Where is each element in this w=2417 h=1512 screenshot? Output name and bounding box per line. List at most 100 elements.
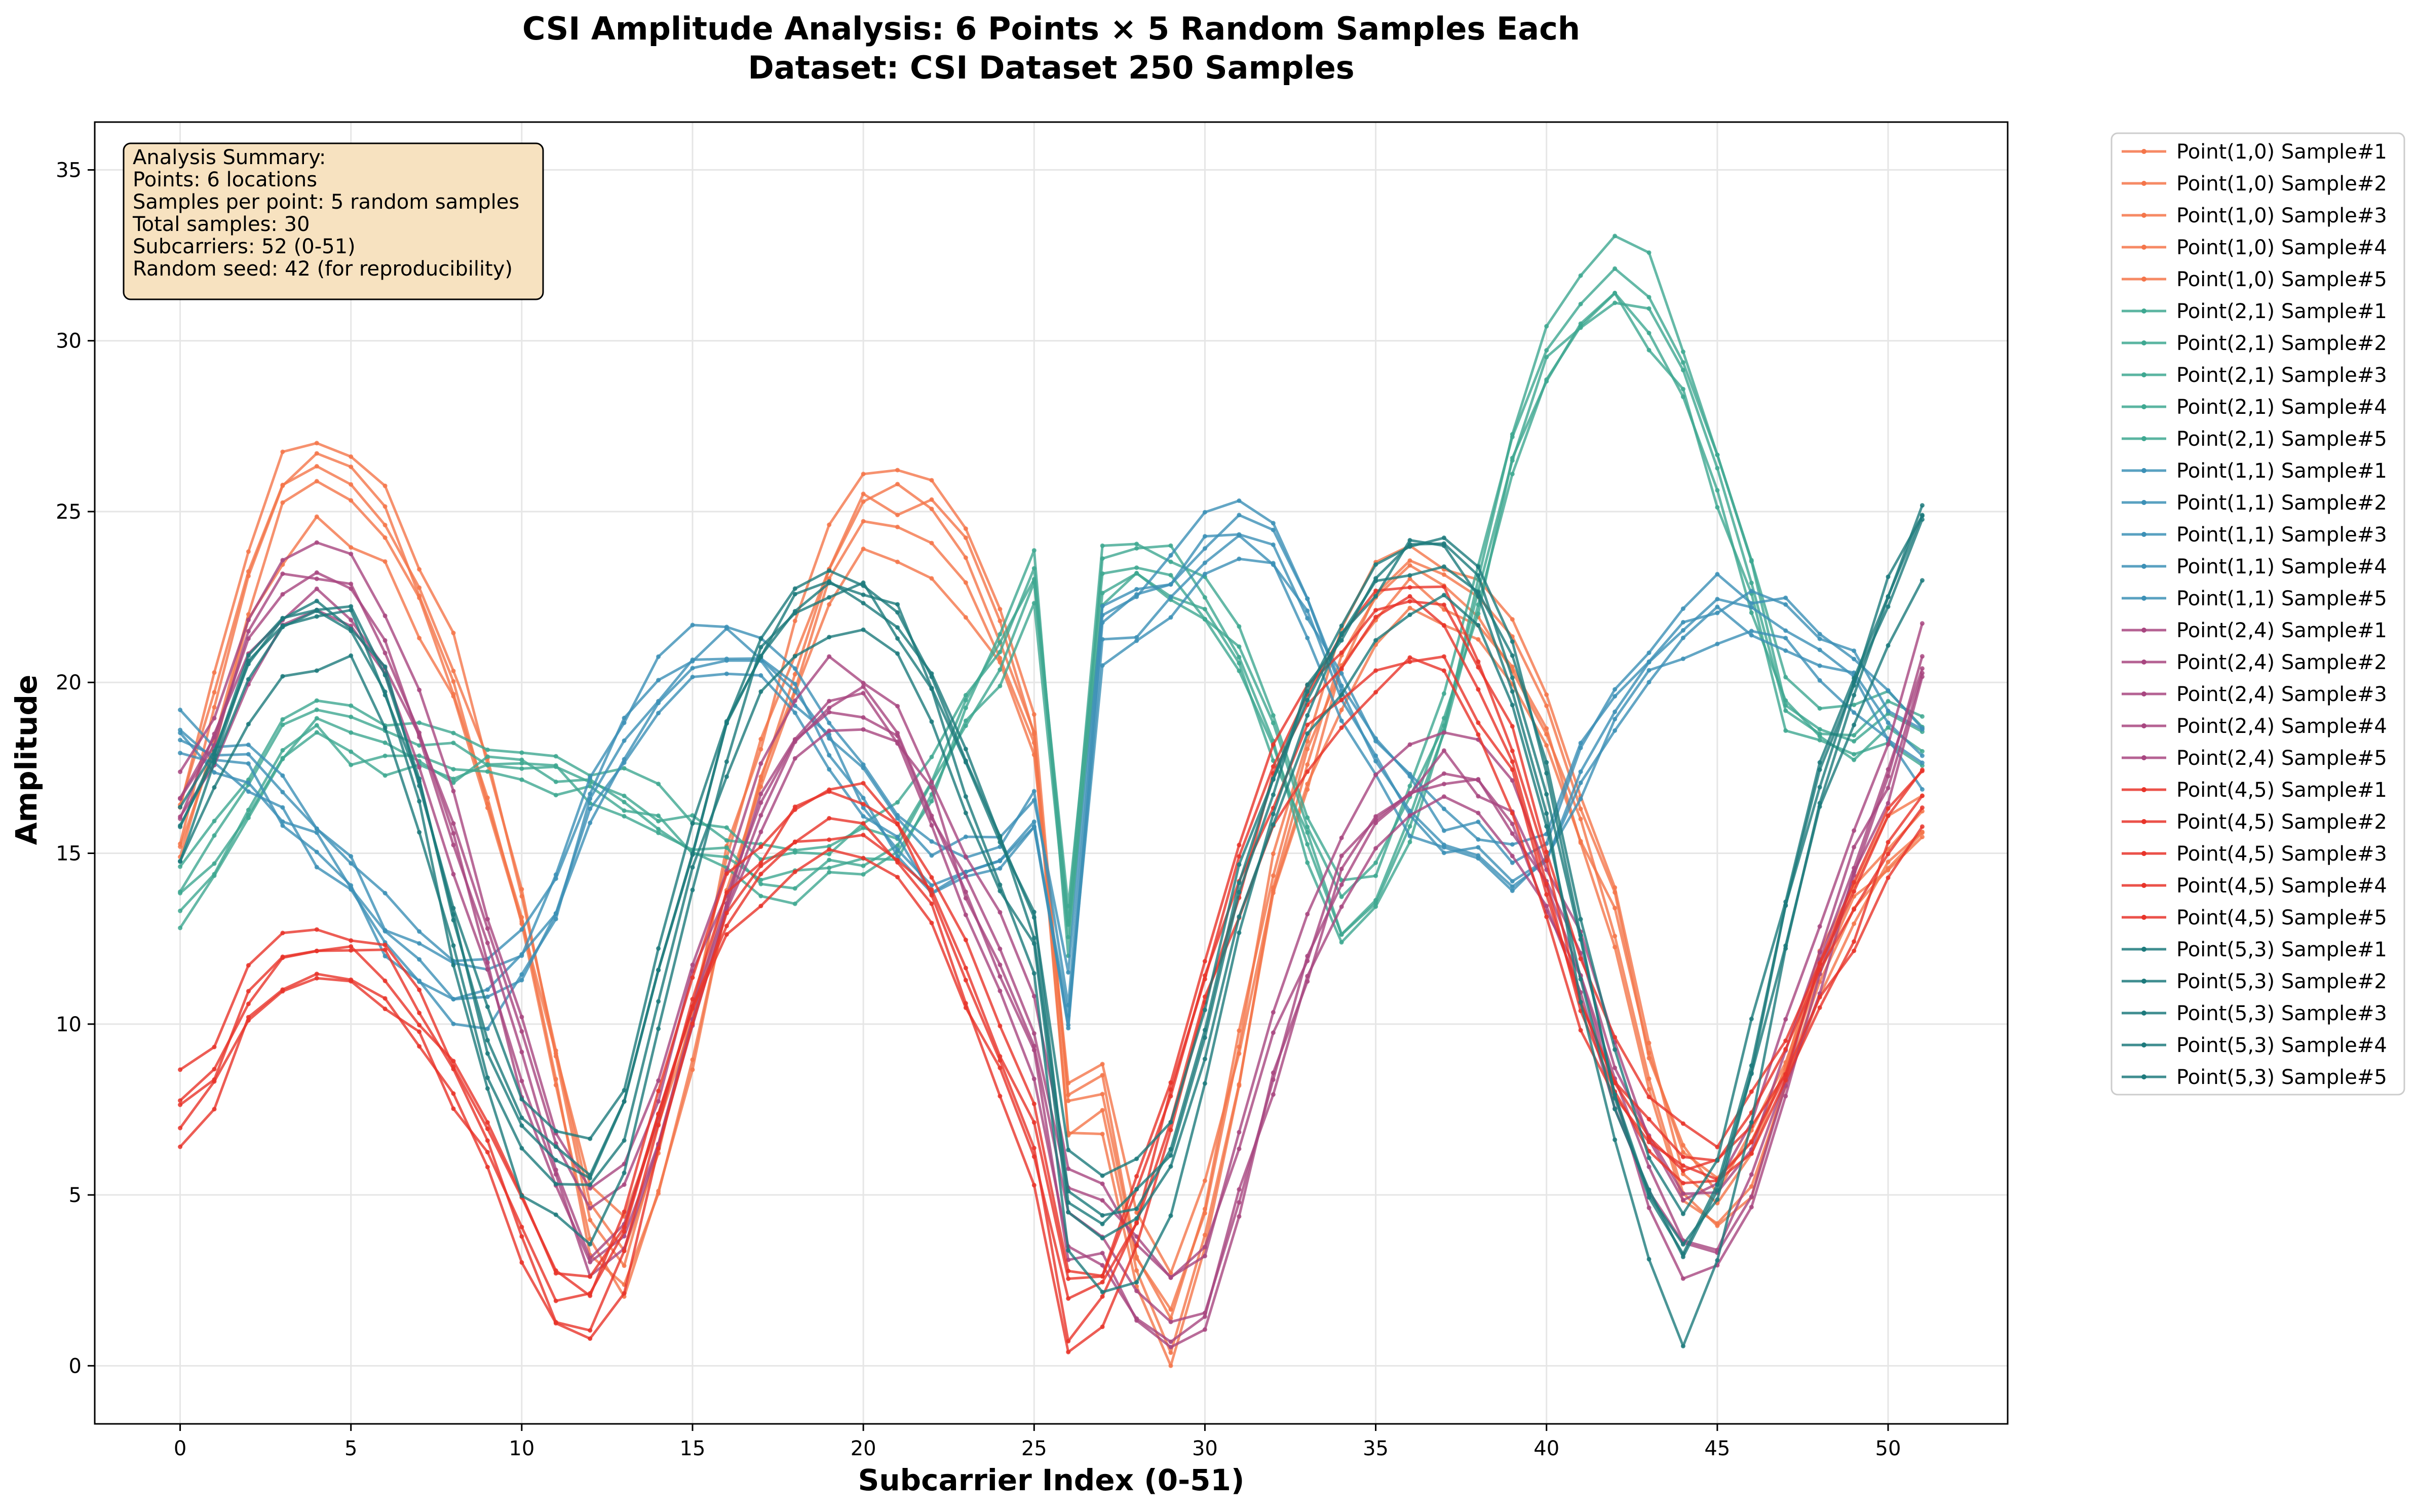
data-point <box>998 910 1003 915</box>
data-point <box>485 987 490 992</box>
data-point <box>690 975 695 980</box>
data-point <box>1680 394 1685 399</box>
data-point <box>280 987 285 992</box>
data-point <box>1852 679 1857 684</box>
data-point <box>1031 941 1037 946</box>
data-point <box>1886 720 1891 725</box>
data-point <box>1441 771 1446 776</box>
data-point <box>1100 604 1105 609</box>
data-point <box>1339 671 1344 676</box>
data-point <box>1646 331 1652 335</box>
data-point <box>758 863 763 868</box>
data-point <box>963 794 968 799</box>
data-point <box>1817 632 1822 637</box>
data-point <box>519 1123 524 1128</box>
data-point <box>1646 650 1652 655</box>
data-point <box>1168 1120 1173 1125</box>
data-point <box>1920 503 1925 508</box>
data-point <box>1339 866 1344 871</box>
data-point <box>1544 704 1549 708</box>
data-point <box>588 1256 593 1261</box>
data-point <box>451 777 456 782</box>
data-point <box>1305 713 1310 718</box>
legend-entry: Point(2,4) Sample#3 <box>2122 683 2387 706</box>
data-point <box>690 887 695 893</box>
data-point <box>553 1144 558 1149</box>
data-point <box>553 1298 558 1303</box>
data-point <box>1271 890 1276 896</box>
data-point <box>1134 1280 1139 1285</box>
data-point <box>1202 571 1207 576</box>
legend: Point(1,0) Sample#1 Point(1,0) Sample#2 Po… <box>2111 132 2405 1096</box>
data-point <box>519 1050 524 1055</box>
data-point <box>314 614 319 619</box>
data-point <box>1817 760 1822 765</box>
data-point <box>622 1138 627 1143</box>
data-point <box>963 555 968 560</box>
data-point <box>178 864 183 869</box>
data-point <box>998 962 1003 967</box>
data-point <box>1646 295 1652 300</box>
data-point <box>280 823 285 828</box>
data-point <box>827 522 832 527</box>
data-point <box>1373 668 1378 673</box>
data-point <box>1783 728 1788 733</box>
data-point <box>314 927 319 932</box>
y-tick-label: 15 <box>56 842 82 866</box>
data-point <box>1783 648 1788 653</box>
data-point <box>349 944 354 949</box>
data-point <box>1817 1005 1822 1010</box>
data-point <box>1271 1092 1276 1097</box>
data-point <box>1680 1150 1685 1155</box>
data-point <box>1134 635 1139 640</box>
data-point <box>1578 1028 1583 1033</box>
data-point <box>178 751 183 756</box>
data-point <box>792 886 797 891</box>
data-point <box>1544 792 1549 797</box>
data-point <box>1373 772 1378 778</box>
data-point <box>246 617 251 623</box>
data-point <box>588 1242 593 1247</box>
data-point <box>1920 760 1925 765</box>
data-point <box>792 738 797 743</box>
data-point <box>861 681 866 685</box>
data-point <box>280 757 285 761</box>
data-point <box>246 752 251 757</box>
data-point <box>929 839 934 844</box>
data-point <box>1373 562 1378 567</box>
data-point <box>1202 1057 1207 1062</box>
data-point <box>1202 1327 1207 1332</box>
data-point <box>1066 919 1071 924</box>
data-point <box>861 781 866 786</box>
data-point <box>588 806 593 811</box>
data-point <box>553 1168 558 1173</box>
data-point <box>1886 875 1891 880</box>
data-point <box>758 761 763 766</box>
data-point <box>451 730 456 735</box>
data-point <box>1134 541 1139 547</box>
data-point <box>861 856 866 861</box>
data-point <box>519 953 524 958</box>
data-point <box>451 821 456 826</box>
data-point <box>758 689 763 694</box>
data-point <box>1783 636 1788 641</box>
data-point <box>895 821 900 826</box>
data-point <box>1339 708 1344 712</box>
data-point <box>1134 1268 1139 1273</box>
data-point <box>1305 815 1310 820</box>
data-point <box>1920 793 1925 798</box>
data-point <box>1476 564 1481 569</box>
data-point <box>1749 1140 1754 1145</box>
data-point <box>861 519 866 524</box>
data-point <box>1852 710 1857 715</box>
data-point <box>519 777 524 782</box>
data-point <box>246 629 251 634</box>
data-point <box>349 617 354 623</box>
legend-entry: Point(4,5) Sample#1 <box>2122 779 2387 802</box>
legend-marker <box>2141 308 2146 314</box>
data-point <box>998 618 1003 624</box>
data-point <box>314 949 319 953</box>
data-point <box>929 754 934 759</box>
data-point <box>1646 1051 1652 1056</box>
